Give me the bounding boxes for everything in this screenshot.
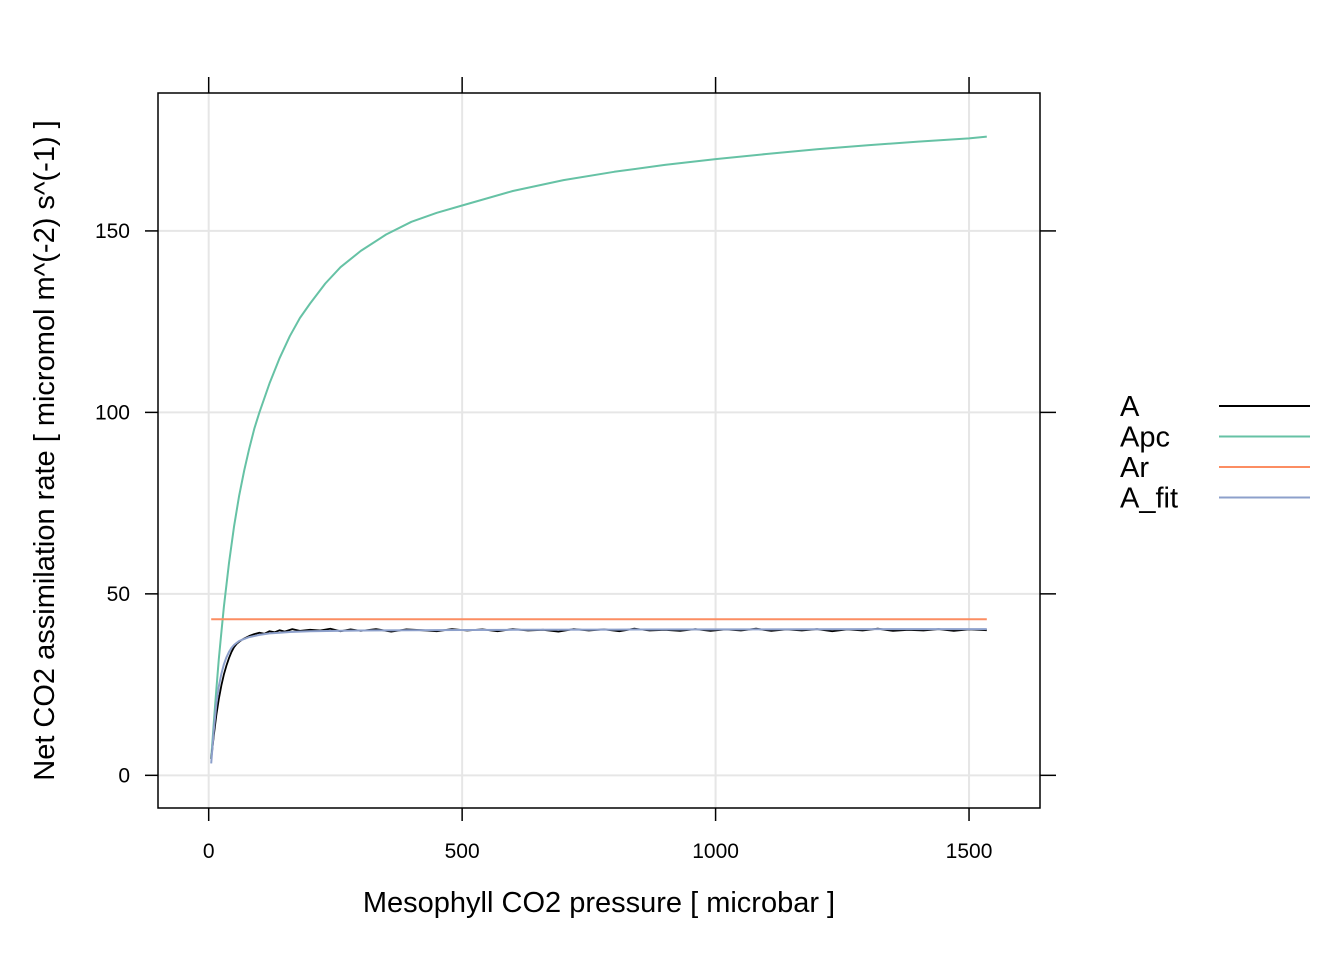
legend-label: Apc — [1120, 422, 1170, 454]
x-tick-label: 1000 — [692, 840, 739, 863]
y-axis-title: Net CO2 assimilation rate [ micromol m^(… — [29, 120, 61, 781]
y-tick-label: 50 — [107, 583, 130, 606]
legend-label: A — [1120, 391, 1140, 423]
series-line-apc — [210, 135, 987, 759]
series-line-a-fit — [210, 628, 987, 764]
plot-frame — [157, 92, 1041, 809]
grid — [158, 93, 1040, 808]
series-line-a — [210, 627, 987, 760]
x-axis-title: Mesophyll CO2 pressure [ microbar ] — [363, 887, 835, 919]
legend-label: A_fit — [1120, 483, 1178, 515]
x-tick-label: 1500 — [946, 840, 993, 863]
y-tick-label: 150 — [95, 220, 130, 243]
y-tick-label: 0 — [118, 764, 130, 787]
legend-label: Ar — [1120, 452, 1149, 484]
x-tick-label: 500 — [445, 840, 480, 863]
axis-ticks: 0 500 1000 1500 0 50 100 150 — [95, 77, 1056, 863]
x-tick-label: 0 — [203, 840, 215, 863]
y-tick-label: 100 — [95, 401, 130, 424]
series-lines — [210, 135, 987, 764]
